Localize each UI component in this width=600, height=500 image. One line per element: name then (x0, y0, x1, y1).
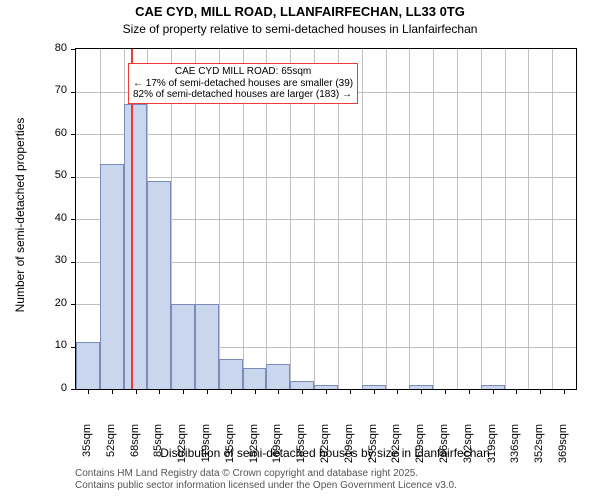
x-tick (255, 389, 256, 394)
x-tick-label: 269sqm (414, 424, 426, 474)
x-tick-label: 135sqm (224, 424, 236, 474)
x-tick (374, 389, 375, 394)
x-tick-label: 319sqm (486, 424, 498, 474)
x-tick-label: 286sqm (438, 424, 450, 474)
y-tick-label: 0 (37, 382, 67, 394)
x-tick-label: 302sqm (462, 424, 474, 474)
x-tick-label: 85sqm (152, 424, 164, 474)
x-tick (88, 389, 89, 394)
chart-title: CAE CYD, MILL ROAD, LLANFAIRFECHAN, LL33… (0, 4, 600, 19)
y-tick-label: 20 (37, 297, 67, 309)
x-tick-label: 102sqm (176, 424, 188, 474)
vgridline (528, 49, 529, 389)
x-tick (397, 389, 398, 394)
y-tick (71, 304, 76, 305)
x-tick (136, 389, 137, 394)
x-tick-label: 169sqm (271, 424, 283, 474)
x-tick (278, 389, 279, 394)
annotation-line: ← 17% of semi-detached houses are smalle… (133, 78, 353, 90)
x-tick-label: 235sqm (367, 424, 379, 474)
vgridline (505, 49, 506, 389)
y-tick-label: 40 (37, 212, 67, 224)
vgridline (409, 49, 410, 389)
y-tick-label: 70 (37, 84, 67, 96)
x-tick (540, 389, 541, 394)
x-tick-label: 52sqm (105, 424, 117, 474)
vgridline (433, 49, 434, 389)
gridline (76, 134, 576, 135)
x-tick (469, 389, 470, 394)
histogram-bar (219, 359, 243, 389)
y-tick (71, 134, 76, 135)
x-tick-label: 119sqm (200, 424, 212, 474)
plot-area: CAE CYD MILL ROAD: 65sqm← 17% of semi-de… (75, 48, 577, 390)
x-tick (183, 389, 184, 394)
y-tick (71, 219, 76, 220)
histogram-bar (290, 381, 314, 390)
x-tick-label: 252sqm (390, 424, 402, 474)
x-tick (326, 389, 327, 394)
histogram-bar (171, 304, 195, 389)
x-tick-label: 369sqm (557, 424, 569, 474)
x-tick (231, 389, 232, 394)
vgridline (481, 49, 482, 389)
y-tick (71, 389, 76, 390)
chart-subtitle: Size of property relative to semi-detach… (0, 22, 600, 36)
vgridline (552, 49, 553, 389)
x-tick-label: 35sqm (81, 424, 93, 474)
y-axis-label: Number of semi-detached properties (13, 95, 27, 335)
x-tick (350, 389, 351, 394)
x-tick-label: 202sqm (319, 424, 331, 474)
y-tick (71, 262, 76, 263)
annotation-line: 82% of semi-detached houses are larger (… (133, 89, 353, 101)
x-tick (493, 389, 494, 394)
vgridline (457, 49, 458, 389)
vgridline (386, 49, 387, 389)
histogram-bar (76, 342, 100, 389)
histogram-bar (124, 104, 148, 389)
y-tick-label: 30 (37, 254, 67, 266)
x-tick-label: 352sqm (533, 424, 545, 474)
x-tick-label: 68sqm (129, 424, 141, 474)
footer-line-2: Contains public sector information licen… (75, 480, 457, 492)
y-tick-label: 10 (37, 339, 67, 351)
y-tick (71, 177, 76, 178)
x-tick (112, 389, 113, 394)
annotation-box: CAE CYD MILL ROAD: 65sqm← 17% of semi-de… (128, 63, 358, 104)
x-tick-label: 219sqm (343, 424, 355, 474)
histogram-bar (100, 164, 124, 389)
x-tick-label: 185sqm (295, 424, 307, 474)
x-tick (421, 389, 422, 394)
x-tick-label: 336sqm (509, 424, 521, 474)
histogram-bar (243, 368, 267, 389)
y-tick (71, 49, 76, 50)
annotation-line: CAE CYD MILL ROAD: 65sqm (133, 66, 353, 78)
histogram-bar (195, 304, 219, 389)
y-tick-label: 80 (37, 42, 67, 54)
x-tick (445, 389, 446, 394)
y-tick-label: 50 (37, 169, 67, 181)
histogram-bar (266, 364, 290, 390)
vgridline (362, 49, 363, 389)
histogram-bar (147, 181, 171, 389)
x-tick (302, 389, 303, 394)
x-tick (159, 389, 160, 394)
y-tick-label: 60 (37, 127, 67, 139)
x-tick (516, 389, 517, 394)
y-tick (71, 92, 76, 93)
x-tick (564, 389, 565, 394)
x-tick-label: 152sqm (248, 424, 260, 474)
gridline (76, 177, 576, 178)
x-tick (207, 389, 208, 394)
